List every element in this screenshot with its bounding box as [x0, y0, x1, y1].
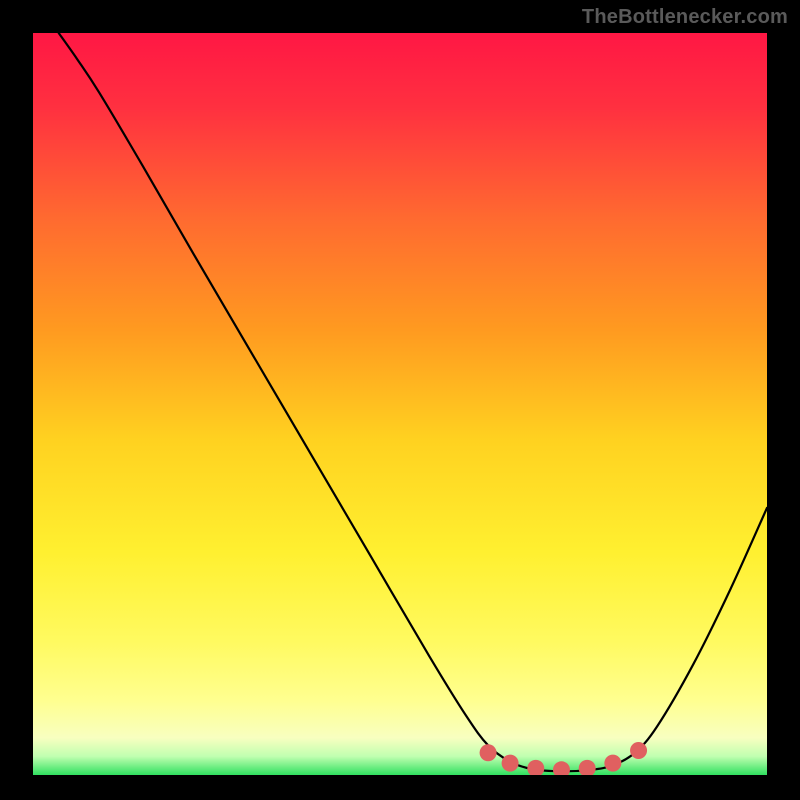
- bottleneck-curve: [33, 33, 767, 775]
- marker-dot: [604, 755, 621, 772]
- marker-dot: [502, 755, 519, 772]
- marker-group: [480, 742, 647, 775]
- marker-dot: [630, 742, 647, 759]
- watermark-text: TheBottlenecker.com: [582, 6, 788, 29]
- curve-path: [59, 33, 767, 771]
- plot-area: [33, 33, 767, 775]
- marker-dot: [579, 760, 596, 775]
- marker-dot: [527, 760, 544, 775]
- chart-container: TheBottlenecker.com: [0, 0, 800, 800]
- marker-dot: [480, 744, 497, 761]
- marker-dot: [553, 761, 570, 775]
